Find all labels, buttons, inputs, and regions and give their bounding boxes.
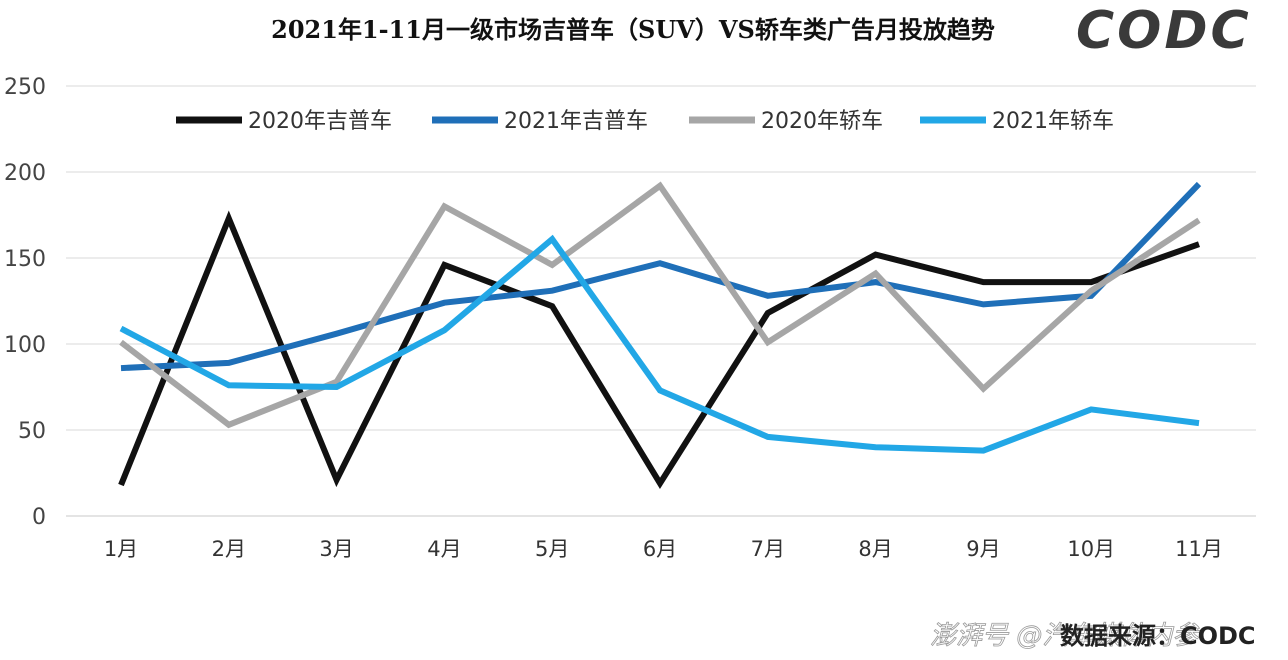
x-tick-label: 9月 [966, 537, 1000, 561]
legend-label: 2021年轿车 [992, 109, 1114, 134]
x-tick-label: 6月 [643, 537, 677, 561]
series-line-4 [119, 234, 1200, 454]
series-line-3 [119, 181, 1201, 429]
legend-label: 2021年吉普车 [504, 109, 648, 134]
x-axis-ticks: 1月 2月 3月 4月 5月 6月 7月 8月 9月 10月 11月 [104, 537, 1223, 561]
data-source: 数据来源：CODC [1060, 622, 1256, 650]
y-tick-label: 150 [4, 247, 46, 272]
series-lines [118, 181, 1202, 489]
series-line-1 [118, 210, 1200, 489]
x-tick-label: 1月 [104, 537, 138, 561]
x-tick-label: 4月 [427, 537, 461, 561]
legend: 2020年吉普车 2021年吉普车 2020年轿车 2021年轿车 [176, 109, 1114, 134]
x-tick-label: 11月 [1175, 537, 1223, 561]
y-tick-label: 50 [18, 419, 46, 444]
x-tick-label: 2月 [212, 537, 246, 561]
legend-label: 2020年轿车 [761, 109, 883, 134]
codc-logo: CODC [1076, 1, 1252, 61]
y-tick-label: 100 [4, 333, 46, 358]
y-tick-label: 200 [4, 161, 46, 186]
watermark: 澎湃号 @汽车媒体内参 [930, 621, 1201, 651]
x-tick-label: 7月 [751, 537, 785, 561]
legend-label: 2020年吉普车 [248, 109, 392, 134]
y-tick-label: 250 [4, 75, 46, 100]
y-tick-label: 0 [32, 505, 46, 530]
gridlines [66, 85, 1256, 517]
x-tick-label: 3月 [319, 537, 353, 561]
y-axis-ticks: 0 50 100 150 200 250 [4, 75, 46, 530]
series-line-2 [120, 181, 1202, 372]
x-tick-label: 10月 [1067, 537, 1115, 561]
x-tick-label: 5月 [535, 537, 569, 561]
chart-title: 2021年1-11月一级市场吉普车（SUV）VS轿车类广告月投放趋势 [271, 15, 995, 44]
x-tick-label: 8月 [858, 537, 892, 561]
